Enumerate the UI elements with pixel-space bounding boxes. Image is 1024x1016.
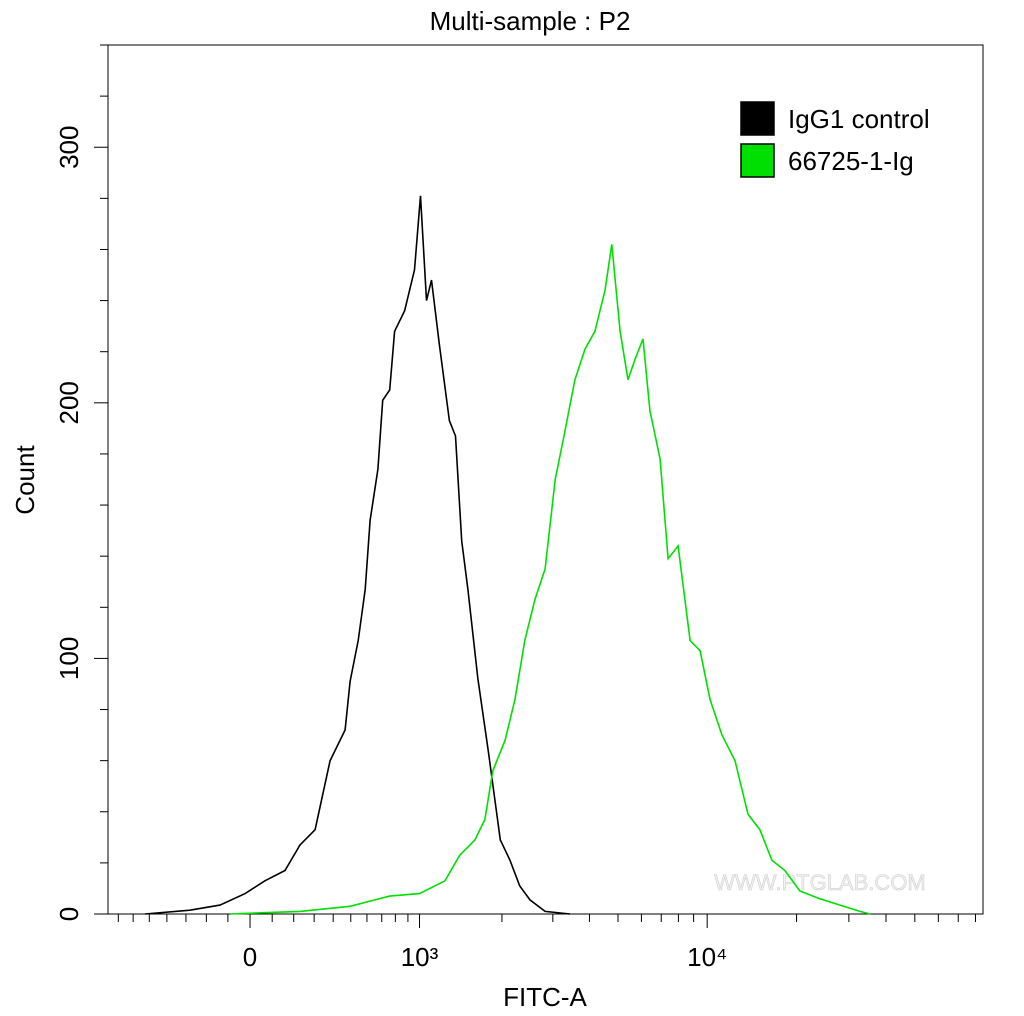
histogram-line [230,244,871,915]
watermark: WWW.PTGLAB.COM [714,870,925,895]
x-tick-label: 0 [243,942,257,972]
plot-frame [107,44,984,915]
histogram-line [145,195,571,915]
y-axis-label: Count [10,445,40,515]
y-tick-label: 0 [54,907,84,921]
x-axis-label: FITC-A [503,982,587,1012]
y-tick-label: 300 [54,126,84,169]
legend-swatch [740,101,775,136]
x-tick-label: 10⁴ [687,942,727,972]
legend-label: 66725-1-Ig [788,146,914,176]
legend-swatch [740,143,775,178]
y-tick-label: 100 [54,637,84,680]
x-tick-label: 10³ [401,942,439,972]
y-tick-label: 200 [54,381,84,424]
legend-label: IgG1 control [788,104,930,134]
chart-title: Multi-sample : P2 [430,6,631,36]
